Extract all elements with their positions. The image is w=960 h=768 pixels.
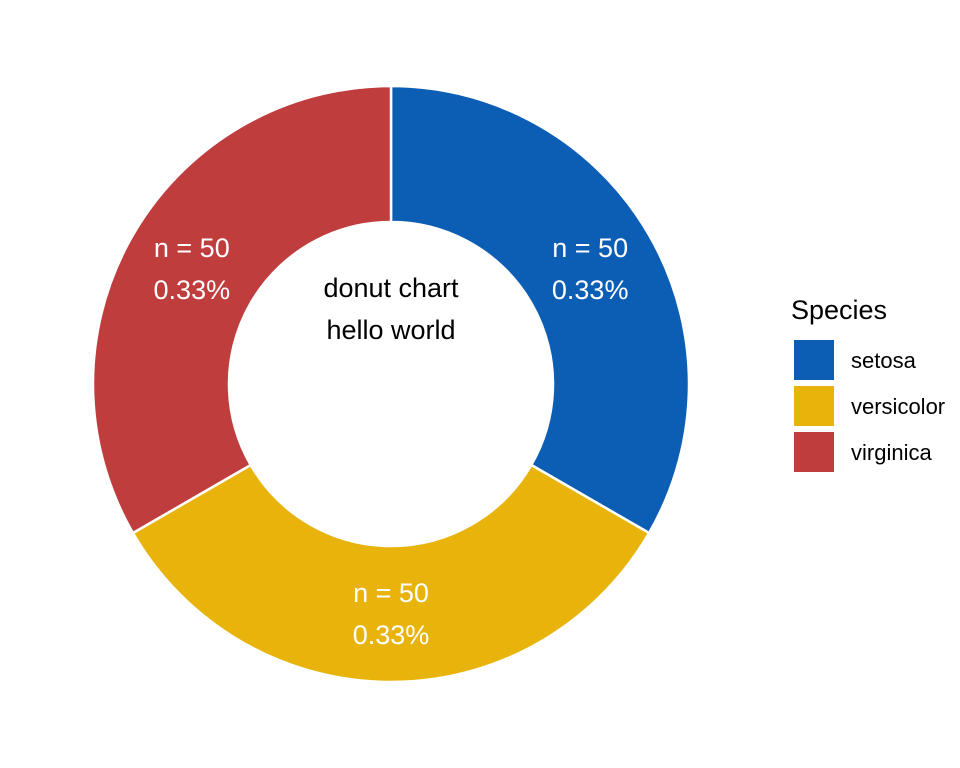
legend-key-virginica: [794, 432, 834, 472]
legend-key-versicolor: [794, 386, 834, 426]
center-text-line-1: donut chart: [323, 273, 459, 303]
slice-versicolor: [131, 463, 651, 684]
slice-virginica: [91, 84, 393, 535]
legend-title: Species: [791, 295, 887, 325]
slice-percent-label-versicolor: 0.33%: [353, 620, 430, 650]
slice-setosa: [389, 84, 691, 535]
legend-key-setosa: [794, 340, 834, 380]
slice-count-label-virginica: n = 50: [154, 233, 230, 263]
slice-count-label-setosa: n = 50: [552, 233, 628, 263]
donut-slices: [91, 84, 691, 684]
slice-labels: n = 50 0.33% n = 50 0.33% n = 50 0.33%: [154, 233, 629, 650]
center-text-line-2: hello world: [326, 315, 455, 345]
slice-percent-label-virginica: 0.33%: [154, 275, 231, 305]
legend-label-virginica: virginica: [851, 440, 932, 465]
donut-center-text: donut chart hello world: [323, 273, 459, 345]
legend: Species setosa versicolor virginica: [791, 295, 945, 472]
slice-percent-label-setosa: 0.33%: [552, 275, 629, 305]
legend-label-setosa: setosa: [851, 348, 917, 373]
slice-count-label-versicolor: n = 50: [353, 578, 429, 608]
legend-label-versicolor: versicolor: [851, 394, 945, 419]
